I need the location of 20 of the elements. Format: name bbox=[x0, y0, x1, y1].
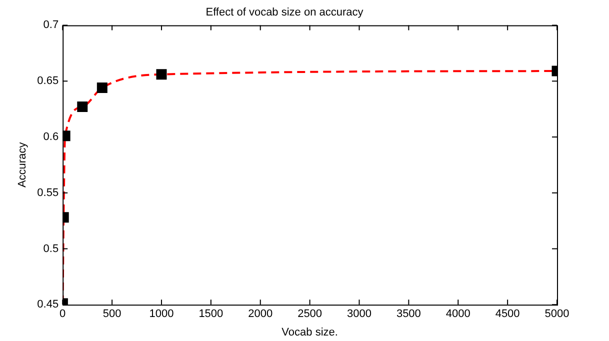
x-tick-label: 4500 bbox=[495, 308, 520, 320]
x-axis-title: Vocab size. bbox=[282, 326, 338, 338]
y-axis-title: Accuracy bbox=[16, 142, 29, 188]
x-tick-label: 2500 bbox=[298, 308, 322, 320]
y-tick-label: 0.5 bbox=[43, 242, 59, 255]
x-tick-label: 5000 bbox=[544, 308, 570, 320]
y-tick-label: 0.65 bbox=[37, 75, 59, 88]
y-tick-label: 0.55 bbox=[37, 186, 59, 199]
y-tick-label: 0.7 bbox=[43, 19, 59, 32]
x-tick-label: 3000 bbox=[347, 308, 372, 320]
x-tick-label: 3500 bbox=[396, 308, 421, 320]
x-tick-label: 1000 bbox=[149, 308, 174, 320]
chart-title: Effect of vocab size on accuracy bbox=[206, 6, 364, 19]
x-tick-label: 1500 bbox=[198, 308, 224, 320]
y-tick-label: 0.6 bbox=[43, 130, 59, 143]
x-tick-label: 500 bbox=[102, 308, 122, 320]
x-tick-label: 4000 bbox=[446, 308, 470, 320]
x-tick-label: 0 bbox=[60, 308, 66, 320]
x-tick-label: 2000 bbox=[248, 308, 273, 320]
y-tick-label: 0.45 bbox=[37, 298, 59, 311]
